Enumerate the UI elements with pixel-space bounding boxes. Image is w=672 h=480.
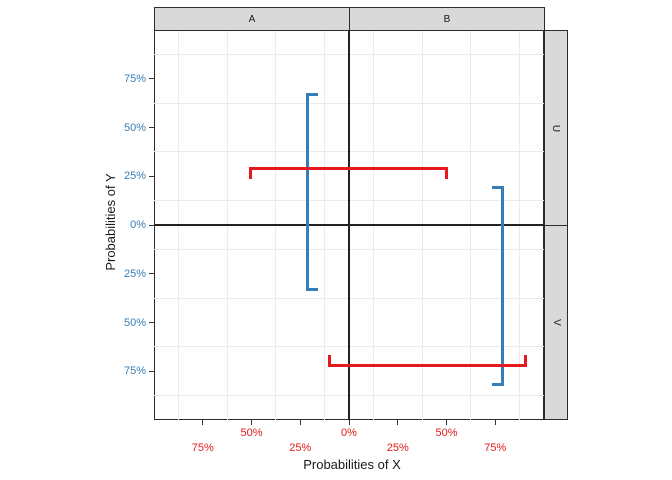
errorbar-cap: [491, 186, 504, 190]
x-axis-tick: [494, 420, 496, 425]
y-tick-label: 25%: [123, 170, 146, 183]
facet-strip-col-b: B: [349, 7, 545, 31]
errorbar-cap: [523, 354, 527, 367]
zero-line-horizontal: [154, 224, 544, 226]
x-tick-label: 25%: [386, 441, 409, 454]
y-axis-tick: [149, 370, 154, 372]
x-axis-tick: [348, 420, 350, 425]
errorbar-cap: [328, 354, 331, 367]
y-axis-tick: [149, 322, 154, 323]
errorbar-line: [500, 186, 504, 387]
x-tick-label: 75%: [191, 441, 214, 454]
x-axis-tick: [446, 420, 447, 425]
y-axis-tick: [149, 78, 154, 80]
errorbar-cap: [249, 166, 253, 179]
y-tick-label: 25%: [123, 267, 146, 280]
y-tick-label: 0%: [130, 219, 146, 231]
errorbar-line: [305, 92, 309, 291]
errorbar-cap: [445, 166, 448, 179]
facet-strip-label: U: [550, 124, 562, 132]
x-tick-label: 0%: [341, 426, 357, 439]
y-tick-label: 50%: [123, 121, 146, 134]
facet-strip-row-v: V: [544, 225, 568, 420]
errorbar-line: [249, 166, 448, 170]
errorbar-cap: [491, 383, 504, 387]
y-tick-label: 75%: [123, 72, 146, 85]
y-axis-tick: [149, 175, 154, 177]
errorbar-line: [328, 363, 527, 367]
errorbar-cap: [305, 92, 318, 96]
facet-strip-col-a: A: [154, 7, 350, 31]
facet-strip-label: A: [248, 13, 256, 25]
x-tick-label: 75%: [484, 441, 507, 454]
x-axis-tick: [299, 420, 301, 425]
facet-strip-row-u: U: [544, 30, 568, 226]
facet-strip-label: V: [550, 319, 562, 326]
x-axis-tick: [251, 420, 252, 425]
y-axis-tick: [149, 273, 154, 275]
y-axis-tick: [149, 127, 154, 128]
x-axis-tick: [397, 420, 399, 425]
x-axis-title: Probabilities of X: [303, 457, 401, 472]
x-tick-label: 50%: [240, 426, 263, 439]
y-tick-label: 75%: [123, 365, 146, 378]
x-tick-label: 50%: [435, 426, 458, 439]
x-tick-label: 25%: [289, 441, 312, 454]
y-axis-tick: [149, 224, 154, 226]
facet-strip-label: B: [443, 13, 451, 25]
errorbar-cap: [305, 287, 318, 291]
x-axis-tick: [202, 420, 204, 425]
y-tick-label: 50%: [123, 316, 146, 329]
